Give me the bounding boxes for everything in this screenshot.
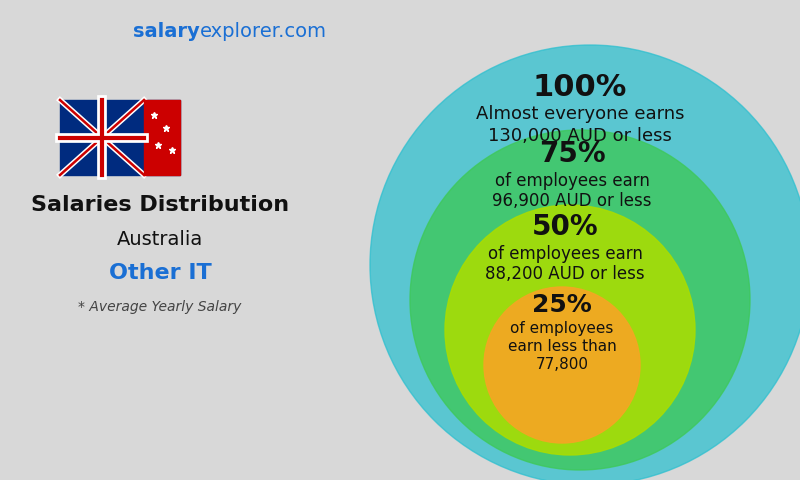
Text: of employees earn: of employees earn xyxy=(487,245,642,263)
Bar xyxy=(144,100,180,175)
Circle shape xyxy=(370,45,800,480)
Text: Other IT: Other IT xyxy=(109,263,211,283)
Circle shape xyxy=(484,287,640,443)
Circle shape xyxy=(445,205,695,455)
Text: 130,000 AUD or less: 130,000 AUD or less xyxy=(488,127,672,145)
Circle shape xyxy=(410,130,750,470)
Text: Australia: Australia xyxy=(117,230,203,249)
Bar xyxy=(60,100,180,175)
Text: Salaries Distribution: Salaries Distribution xyxy=(31,195,289,215)
Text: of employees: of employees xyxy=(510,321,614,336)
Text: 77,800: 77,800 xyxy=(535,357,589,372)
Text: Almost everyone earns: Almost everyone earns xyxy=(476,105,684,123)
Text: 50%: 50% xyxy=(532,213,598,241)
Text: 75%: 75% xyxy=(538,140,606,168)
Text: of employees earn: of employees earn xyxy=(494,172,650,190)
Text: 88,200 AUD or less: 88,200 AUD or less xyxy=(485,265,645,283)
Text: earn less than: earn less than xyxy=(508,339,616,354)
Text: 100%: 100% xyxy=(533,73,627,102)
Text: explorer.com: explorer.com xyxy=(200,22,327,41)
Text: 96,900 AUD or less: 96,900 AUD or less xyxy=(492,192,652,210)
Text: salary: salary xyxy=(134,22,200,41)
Text: 25%: 25% xyxy=(532,293,592,317)
Text: * Average Yearly Salary: * Average Yearly Salary xyxy=(78,300,242,314)
